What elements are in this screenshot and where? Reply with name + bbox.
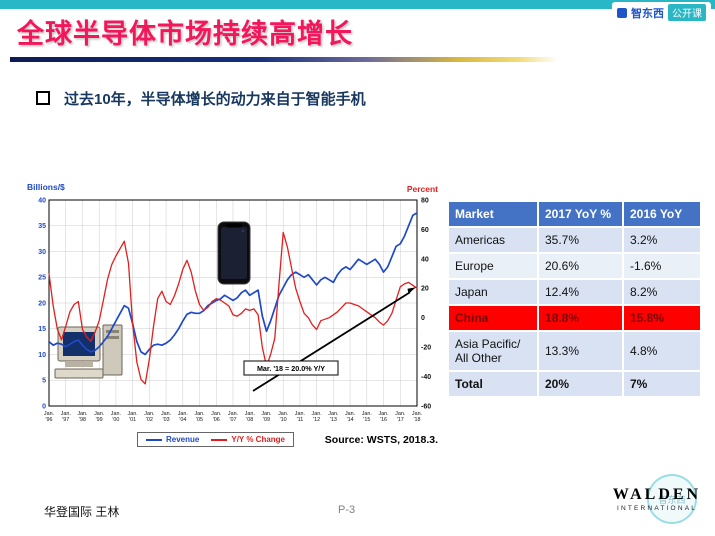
svg-text:10: 10 bbox=[38, 352, 46, 359]
svg-text:80: 80 bbox=[421, 197, 429, 204]
legend-yoy-label: Y/Y % Change bbox=[231, 435, 286, 444]
footer-author: 华登国际 王林 bbox=[44, 505, 120, 519]
legend-item-yoy: Y/Y % Change bbox=[211, 435, 285, 444]
zhidx-watermark-text: 智东西 bbox=[658, 494, 686, 505]
svg-text:0: 0 bbox=[42, 403, 46, 410]
col-header-2017: 2017 YoY % bbox=[537, 200, 624, 228]
svg-text:-60: -60 bbox=[421, 403, 431, 410]
svg-text:Jan.'17: Jan. '17 bbox=[395, 411, 405, 423]
desktop-computer-image bbox=[54, 324, 123, 379]
left-axis-label: Billions/$ bbox=[27, 182, 65, 192]
line-chart: Jan. '96 Jan. '97 Jan. '98 Jan. '99 Jan. '00 Jan. '… bbox=[38, 197, 431, 423]
svg-text:15: 15 bbox=[38, 326, 46, 333]
svg-text:Jan.'04: Jan. '04 bbox=[178, 411, 188, 423]
zhidx-logo-icon bbox=[617, 7, 627, 18]
svg-text:Jan.'03: Jan. '03 bbox=[161, 411, 171, 423]
table-row: Asia Pacific/ All Other 13.3% 4.8% bbox=[447, 330, 702, 372]
legend-item-revenue: Revenue bbox=[146, 435, 199, 444]
svg-text:Jan.'05: Jan. '05 bbox=[194, 411, 204, 423]
svg-text:0: 0 bbox=[421, 315, 425, 322]
svg-text:Jan.'96: Jan. '96 bbox=[44, 411, 54, 423]
walden-name: WALDEN bbox=[612, 486, 702, 503]
market-table: Market 2017 YoY % 2016 YoY Americas 35.7%… bbox=[447, 200, 702, 398]
table-row: Americas 35.7% 3.2% bbox=[447, 226, 702, 254]
svg-text:Jan.'99: Jan. '99 bbox=[94, 411, 104, 423]
zhidx-watermark: 智东西 bbox=[647, 474, 697, 524]
table-header-row: Market 2017 YoY % 2016 YoY bbox=[447, 200, 702, 228]
bullet-text: 过去10年，半导体增长的动力来自于智能手机 bbox=[64, 91, 366, 108]
svg-text:Mar. '18 = 20.0% Y/Y: Mar. '18 = 20.0% Y/Y bbox=[257, 364, 325, 373]
svg-text:Jan.'16: Jan. '16 bbox=[378, 411, 388, 423]
svg-text:60: 60 bbox=[421, 227, 429, 234]
svg-text:Jan.'11: Jan. '11 bbox=[295, 411, 305, 423]
slide-title: 全球半导体市场持续高增长 bbox=[17, 19, 353, 49]
bullet-row: 过去10年，半导体增长的动力来自于智能手机 bbox=[36, 88, 366, 109]
iphone-image bbox=[217, 221, 251, 285]
top-accent-bar bbox=[0, 0, 715, 9]
chart-block: Billions/$ Percent Jan. '96 Jan. '97 Jan. '98… bbox=[25, 170, 440, 460]
svg-text:Jan.'01: Jan. '01 bbox=[128, 411, 138, 423]
table-row: Europe 20.6% -1.6% bbox=[447, 252, 702, 280]
svg-text:Jan.'18: Jan. '18 bbox=[412, 411, 422, 423]
bullet-square-icon bbox=[36, 91, 50, 105]
chart-series-layer: Mar. '18 = 20.0% Y/Y bbox=[48, 212, 418, 392]
table-row: Total 20% 7% bbox=[447, 370, 702, 398]
legend-yoy-swatch bbox=[211, 438, 228, 441]
page-number: P-3 bbox=[338, 504, 356, 516]
svg-text:40: 40 bbox=[38, 197, 46, 204]
svg-text:Jan.'08: Jan. '08 bbox=[245, 411, 255, 423]
svg-text:5: 5 bbox=[42, 378, 46, 385]
svg-text:Jan.'02: Jan. '02 bbox=[144, 411, 154, 423]
col-header-2016: 2016 YoY bbox=[622, 200, 702, 228]
col-header-market: Market bbox=[447, 200, 539, 228]
svg-text:Jan.'06: Jan. '06 bbox=[211, 411, 221, 423]
svg-text:Jan.'13: Jan. '13 bbox=[328, 411, 338, 423]
svg-text:35: 35 bbox=[38, 223, 46, 230]
zhidx-badge: 公开课 bbox=[668, 4, 706, 21]
svg-text:Jan.'97: Jan. '97 bbox=[61, 411, 71, 423]
zhidx-logo: 智东西 公开课 bbox=[612, 2, 711, 23]
svg-text:Jan.'00: Jan. '00 bbox=[111, 411, 121, 423]
legend-revenue-label: Revenue bbox=[166, 435, 200, 444]
svg-text:20: 20 bbox=[421, 286, 429, 293]
svg-text:Jan.'14: Jan. '14 bbox=[345, 411, 355, 423]
svg-text:-20: -20 bbox=[421, 345, 431, 352]
svg-text:Jan.'12: Jan. '12 bbox=[312, 411, 322, 423]
svg-text:25: 25 bbox=[38, 275, 46, 282]
legend-revenue-swatch bbox=[146, 438, 162, 441]
chart-legend: Revenue Y/Y % Change bbox=[137, 432, 295, 447]
chart-footer: Revenue Y/Y % Change Source: WSTS, 2018.… bbox=[25, 432, 440, 447]
table-row: Japan 12.4% 8.2% bbox=[447, 278, 702, 306]
svg-text:Jan.'15: Jan. '15 bbox=[362, 411, 372, 423]
svg-text:40: 40 bbox=[421, 256, 429, 263]
svg-text:Jan.'98: Jan. '98 bbox=[77, 411, 87, 423]
svg-text:-40: -40 bbox=[421, 374, 431, 381]
right-axis-label: Percent bbox=[406, 184, 438, 194]
svg-text:30: 30 bbox=[38, 249, 46, 256]
title-underline bbox=[10, 57, 558, 62]
source-text: Source: WSTS, 2018.3. bbox=[324, 433, 438, 446]
walden-logo: 智东西 WALDEN INTERNATIONAL bbox=[605, 474, 709, 532]
table-row: China 18.8% 15.8% bbox=[447, 304, 702, 332]
svg-text:Jan.'10: Jan. '10 bbox=[278, 411, 288, 423]
svg-text:Jan.'07: Jan. '07 bbox=[228, 411, 238, 423]
svg-text:Jan.'09: Jan. '09 bbox=[261, 411, 271, 423]
walden-subtitle: INTERNATIONAL bbox=[616, 505, 698, 512]
svg-text:20: 20 bbox=[38, 300, 46, 307]
zhidx-brand-text: 智东西 bbox=[631, 7, 664, 20]
